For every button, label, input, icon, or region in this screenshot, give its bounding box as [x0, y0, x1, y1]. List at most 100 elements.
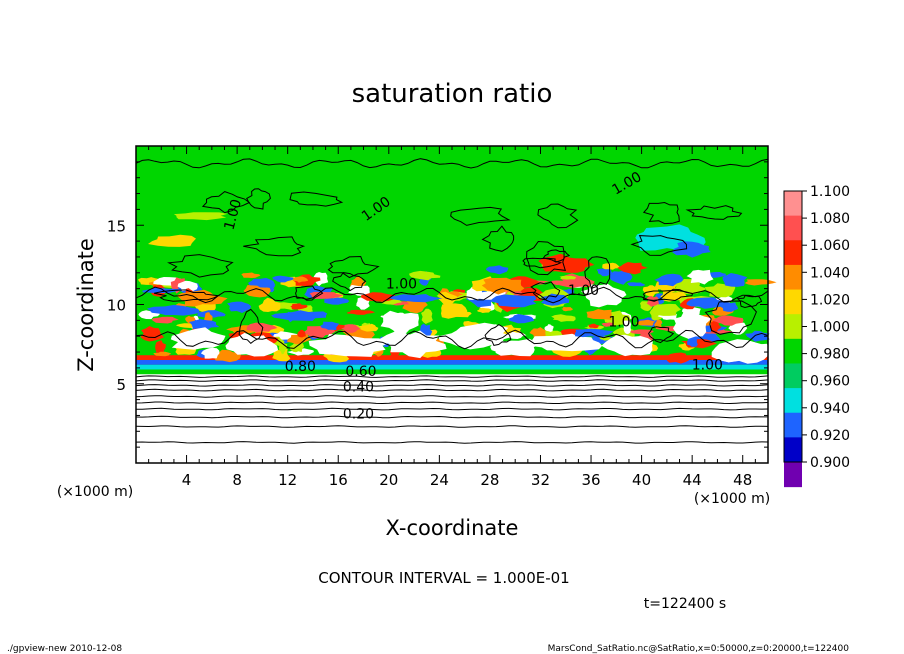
- contour-labels: 1.00 1.001.001.00 1.001.001.000.80 0.600.40…: [221, 169, 722, 423]
- contour-loop: [642, 289, 694, 302]
- y-tick-label: 5: [116, 376, 126, 394]
- field-cell: [360, 292, 395, 302]
- colorbar-label: 1.060: [810, 238, 850, 254]
- colorbar-label: 1.020: [810, 292, 850, 308]
- contour-label: 0.20: [343, 407, 374, 423]
- contour-low-2: [135, 415, 768, 419]
- contour-low-9: [135, 375, 769, 378]
- field-cell: [241, 272, 261, 278]
- field-cell: [561, 306, 573, 312]
- field-cell: [347, 309, 375, 315]
- field-cell: [629, 329, 654, 335]
- time-stamp: t=122400 s: [644, 596, 726, 612]
- colorbar-label: 1.000: [810, 320, 850, 336]
- contour-loop: [537, 203, 579, 229]
- field-cell: [602, 262, 621, 270]
- field-cell: [745, 330, 770, 342]
- subsaturated-pocket-2: [574, 328, 614, 338]
- contour-loop: [246, 188, 271, 210]
- contour-loop: [704, 300, 757, 335]
- field-cell: [246, 322, 278, 333]
- field-cell: [596, 267, 613, 277]
- field-cell: [705, 272, 729, 278]
- colorbar-swatch: [784, 289, 802, 315]
- contour-label: 1.00: [221, 198, 245, 232]
- contour-loop: [243, 236, 306, 257]
- unsaturated-pocket-10: [380, 310, 419, 335]
- x-tick-label: 16: [329, 471, 348, 489]
- field-cell: [409, 270, 441, 281]
- contour-loop: [332, 272, 367, 292]
- unsaturated-pocket-9: [711, 339, 771, 364]
- base-band-0: [136, 364, 768, 370]
- field-cell: [151, 316, 179, 324]
- field-cell: [248, 277, 276, 288]
- field-cell: [654, 273, 684, 287]
- contour-low-1: [135, 425, 769, 428]
- yellow-fleck-1: [148, 234, 196, 247]
- colorbar-label: 0.980: [810, 347, 850, 363]
- contour-label: 0.60: [345, 364, 376, 380]
- contour-low-3: [136, 407, 769, 411]
- contour-loop: [153, 289, 221, 302]
- contour-loop: [648, 326, 675, 344]
- field-cell: [243, 284, 271, 298]
- contour-loop: [295, 285, 324, 301]
- unsaturated-pocket-11: [581, 283, 627, 308]
- contour-top: [135, 158, 769, 169]
- contour-loop: [642, 201, 680, 225]
- contour-low-7: [135, 384, 769, 387]
- field-cell: [348, 284, 370, 297]
- field-cell: [258, 297, 281, 312]
- field-cell: [153, 351, 172, 357]
- unsaturated-pocket-8: [673, 311, 712, 339]
- subsaturated-pocket-5: [271, 310, 328, 321]
- x-tick-label: 48: [733, 471, 752, 489]
- field-cell: [155, 340, 166, 355]
- field-cell: [686, 269, 714, 285]
- field-cell: [177, 280, 198, 292]
- contour-loop: [530, 281, 561, 301]
- colorbar-label: 0.940: [810, 401, 850, 417]
- x-tick-label: 12: [278, 471, 297, 489]
- contour-low-4: [135, 401, 769, 405]
- y-tick-label: 15: [107, 217, 126, 235]
- x-tick-label: 28: [480, 471, 499, 489]
- colorbar-label: 0.900: [810, 455, 850, 471]
- y-tick-label: 10: [107, 297, 126, 315]
- unsaturated-pocket-2: [308, 334, 394, 357]
- field-cell: [142, 287, 179, 294]
- contour-label: 1.00: [692, 357, 723, 373]
- field-cell: [551, 314, 576, 322]
- x-tick-label: 32: [531, 471, 550, 489]
- field-cell: [617, 262, 648, 275]
- blue-patch: [672, 241, 711, 258]
- unsaturated-pocket-6: [529, 333, 603, 352]
- x-tick-label: 36: [581, 471, 600, 489]
- contour-loop: [289, 191, 344, 207]
- contour-lines: [135, 158, 769, 444]
- colorbar-swatch: [784, 462, 802, 488]
- field-cell: [143, 328, 155, 342]
- base-band-1: [136, 359, 768, 365]
- colorbar: 1.100 1.080 1.060 1.040 1.020 1.000 0.980 0.960…: [783, 184, 850, 488]
- field-cell: [290, 303, 308, 310]
- x-tick-label: 44: [683, 471, 702, 489]
- contour-loop: [201, 191, 251, 214]
- field-cell: [485, 265, 509, 275]
- field-cell: [722, 273, 748, 287]
- x-axis-label: X-coordinate: [386, 516, 519, 540]
- x-tick-label: 8: [232, 471, 242, 489]
- x-tick-label: 40: [632, 471, 651, 489]
- contour-label: 1.00: [608, 315, 639, 331]
- colorbar-swatch: [784, 191, 802, 217]
- contour-loop: [167, 254, 234, 278]
- contour-1-00-a: [135, 286, 769, 304]
- field-cell: [477, 307, 491, 313]
- field-cell: [197, 310, 226, 318]
- contour-loop: [526, 240, 567, 276]
- colorbar-swatch: [784, 264, 802, 291]
- subsaturated-pocket-4: [146, 304, 200, 316]
- contour-loop: [630, 235, 688, 256]
